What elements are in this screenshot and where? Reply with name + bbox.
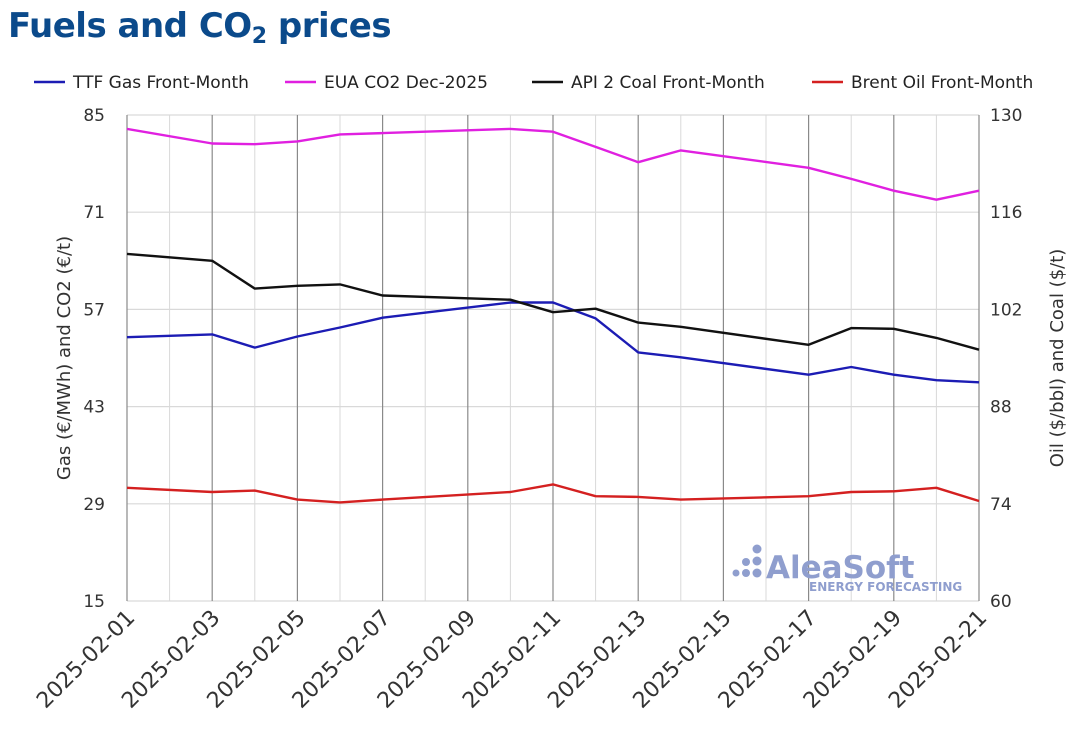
chart-title: Fuels and CO2 prices [8, 6, 392, 49]
legend: TTF Gas Front-Month EUA CO2 Dec-2025 API 2… [34, 73, 1033, 93]
legend-label: TTF Gas Front-Month [72, 73, 249, 93]
y-right-tick-label: 130 [990, 106, 1022, 126]
y-left-tick-label: 85 [83, 106, 105, 126]
y-left-axis-title: Gas (€/MWh) and CO2 (€/t) [54, 236, 75, 480]
y-right-tick-label: 116 [990, 203, 1022, 223]
watermark-tagline: ENERGY FORECASTING [809, 580, 962, 594]
legend-label: Brent Oil Front-Month [851, 73, 1033, 93]
y-right-tick-label: 88 [990, 398, 1012, 418]
series [126, 127, 980, 504]
legend-label: EUA CO2 Dec-2025 [324, 73, 488, 93]
y-left-tick-label: 15 [83, 592, 105, 612]
series-line-brent-oil-front-month [126, 483, 980, 504]
y-left-tick-label: 57 [83, 300, 105, 320]
watermark-brand: AleaSoft [766, 550, 915, 586]
chart-title-tail: prices [266, 6, 392, 46]
grid [126, 114, 980, 602]
series-line-eua-co2-dec-2025 [126, 127, 980, 201]
y-right-axis-title: Oil ($/bbl) and Coal ($/t) [1047, 249, 1068, 468]
series-line-api-2-coal-front-month [126, 252, 980, 351]
y-left-tick-label: 29 [83, 495, 105, 515]
legend-label: API 2 Coal Front-Month [571, 73, 765, 93]
y-right-tick-label: 74 [990, 495, 1012, 515]
chart-title-main: Fuels and CO [8, 6, 252, 46]
aleasoft-logo-icon [732, 544, 762, 578]
chart-title-subscript: 2 [251, 24, 267, 49]
watermark: AleaSoft ENERGY FORECASTING [732, 544, 962, 594]
y-right-tick-label: 60 [990, 592, 1012, 612]
y-left-tick-label: 71 [83, 203, 105, 223]
y-left-tick-label: 43 [83, 398, 105, 418]
y-right-tick-label: 102 [990, 300, 1022, 320]
